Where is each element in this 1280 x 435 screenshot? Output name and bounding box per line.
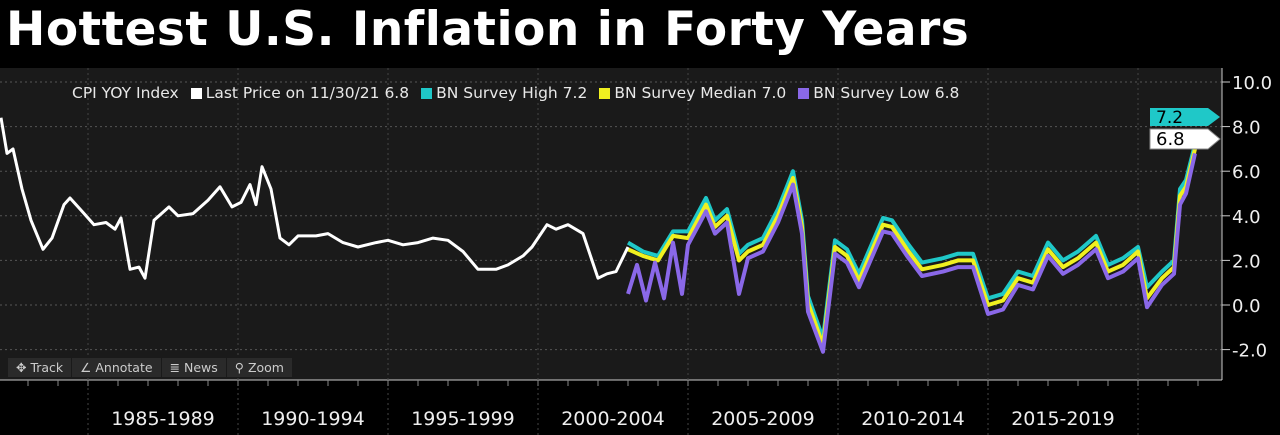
x-category-label: 1990-1994 — [261, 408, 365, 430]
chart-legend: CPI YOY Index Last Price on 11/30/21 6.8… — [72, 84, 959, 102]
zoom-button[interactable]: ⚲ Zoom — [227, 358, 293, 377]
series-line-last-price — [0, 117, 630, 280]
annotate-button[interactable]: ∠ Annotate — [72, 358, 162, 377]
track-button[interactable]: ✥ Track — [8, 358, 73, 377]
legend-median: BN Survey Median 7.0 — [599, 84, 786, 102]
y-tick-label: 0.0 — [1232, 296, 1261, 317]
chart-title: Hottest U.S. Inflation in Forty Years — [6, 2, 970, 57]
legend-cpi: Last Price on 11/30/21 6.8 — [190, 84, 409, 102]
y-tick-label: -2.0 — [1232, 341, 1267, 362]
x-category-label: 1985-1989 — [111, 408, 215, 430]
crosshair-icon: ✥ — [16, 360, 31, 375]
y-tick-label: 6.0 — [1232, 162, 1261, 183]
legend-low: BN Survey Low 6.8 — [798, 84, 959, 102]
x-category-label: 2000-2004 — [561, 408, 665, 430]
x-category-label: 1995-1999 — [411, 408, 515, 430]
news-button[interactable]: ≣ News — [162, 358, 227, 377]
chart-toolbar: ✥ Track ∠ Annotate ≣ News ⚲ Zoom — [8, 358, 293, 377]
y-tick-label: 10.0 — [1232, 73, 1272, 94]
y-tick-label: 4.0 — [1232, 207, 1261, 228]
x-category-label: 2005-2009 — [711, 408, 815, 430]
series-line-bn-survey-low — [626, 152, 1197, 354]
news-icon: ≣ — [169, 360, 185, 375]
tag-last-label: 6.8 — [1156, 129, 1185, 150]
y-tick-label: 2.0 — [1232, 251, 1261, 272]
tag-high-label: 7.2 — [1156, 108, 1183, 128]
plot-background — [0, 68, 1222, 380]
y-tick-label: 8.0 — [1232, 118, 1261, 139]
x-category-label: 2015-2019 — [1011, 408, 1115, 430]
tag-high — [1150, 108, 1220, 126]
chart-plot: 10.0 8.0 6.0 4.0 2.0 0.0 -2.0 1985-1989 1990-199… — [0, 68, 1272, 435]
pen-icon: ∠ — [80, 360, 96, 375]
tag-last — [1149, 128, 1221, 150]
legend-prefix: CPI YOY Index — [72, 84, 179, 102]
legend-high: BN Survey High 7.2 — [421, 84, 587, 102]
x-category-label: 2010-2014 — [861, 408, 965, 430]
series-line-bn-survey-median — [627, 148, 1197, 348]
magnifier-icon: ⚲ — [234, 360, 248, 375]
series-line-bn-survey-high — [626, 143, 1197, 341]
